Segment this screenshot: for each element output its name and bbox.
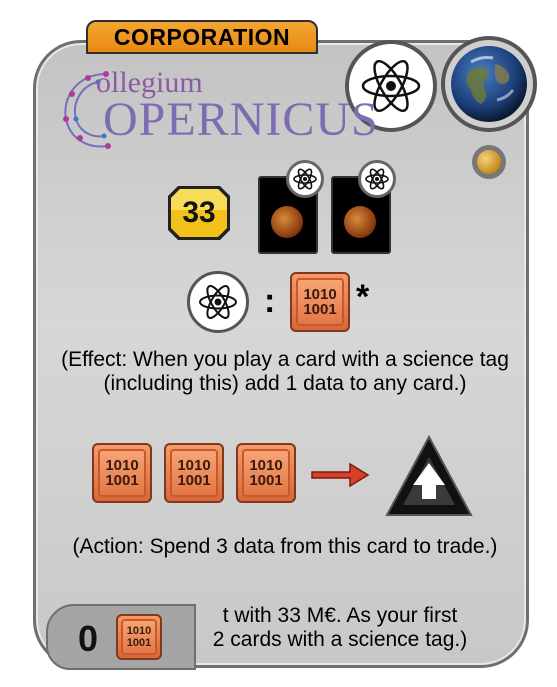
earth-tag-icon xyxy=(441,36,537,132)
data-bits-bottom: 1001 xyxy=(303,301,337,318)
start-text-line2: 2 cards with a science tag.) xyxy=(212,628,468,651)
data-bits-bottom: 1001 xyxy=(105,472,139,489)
corporation-card xyxy=(33,40,529,668)
data-bits-top: 1010 xyxy=(249,457,283,474)
science-tag-icon xyxy=(345,40,437,132)
action-text: (Action: Spend 3 data from this card to … xyxy=(72,535,498,558)
science-tag-small-icon xyxy=(286,160,324,198)
effect-asterisk: * xyxy=(356,278,370,316)
trade-icon xyxy=(385,434,473,516)
effect-text: (Effect: When you play a card with a sci… xyxy=(61,348,509,395)
data-bits-bottom: 1001 xyxy=(177,472,211,489)
data-bits-top: 1010 xyxy=(105,457,139,474)
arrow-right-icon xyxy=(311,462,370,488)
data-bits-bottom: 1001 xyxy=(126,637,152,649)
card-type-label: CORPORATION xyxy=(113,23,291,50)
data-bits-top: 1010 xyxy=(303,286,337,303)
data-resource-icon: 1010 1001 xyxy=(236,443,296,503)
planet-icon xyxy=(472,145,506,179)
start-text-line1: t with 33 M€. As your first xyxy=(222,604,458,627)
data-resource-icon: 1010 1001 xyxy=(116,614,162,660)
data-resource-icon: 1010 1001 xyxy=(290,272,350,332)
cost-badge: 33 xyxy=(168,186,230,240)
science-tag-icon xyxy=(187,271,249,333)
copernicus-logo-icon xyxy=(63,71,111,149)
science-tag-small-icon xyxy=(358,160,396,198)
planet-art xyxy=(271,206,303,238)
logo-text-main: OPERNICUS xyxy=(103,93,379,146)
data-resource-icon: 1010 1001 xyxy=(164,443,224,503)
planet-art xyxy=(344,206,376,238)
card-type-banner: CORPORATION xyxy=(86,20,318,54)
cost-value: 33 xyxy=(182,196,216,229)
data-resource-icon: 1010 1001 xyxy=(92,443,152,503)
logo-text-top: ollegium xyxy=(96,66,203,99)
data-bits-bottom: 1001 xyxy=(249,472,283,489)
data-bits-top: 1010 xyxy=(126,625,152,637)
resource-count: 0 xyxy=(78,618,99,659)
resource-counter: 0 1010 1001 xyxy=(46,604,196,670)
data-bits-top: 1010 xyxy=(177,457,211,474)
effect-separator: : xyxy=(264,282,276,320)
